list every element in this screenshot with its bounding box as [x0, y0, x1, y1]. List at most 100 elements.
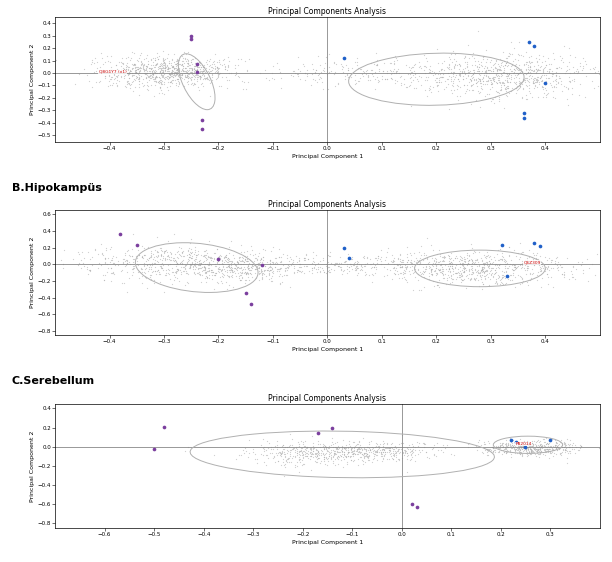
Point — [439, 84, 449, 93]
Point — [346, 451, 356, 460]
Point — [107, 253, 117, 262]
Point — [190, 66, 200, 75]
Point — [446, 76, 456, 85]
Point — [155, 60, 165, 69]
Point — [549, 81, 559, 90]
Point — [499, 78, 509, 87]
Point — [442, 62, 452, 71]
Point — [408, 265, 417, 274]
Point — [185, 251, 195, 260]
Point — [371, 442, 381, 451]
Point — [121, 53, 131, 62]
Point — [159, 56, 168, 65]
Point — [183, 66, 193, 75]
Point — [549, 443, 559, 452]
Point — [298, 59, 308, 68]
Point — [186, 248, 196, 257]
Point — [488, 257, 498, 266]
Point — [510, 79, 520, 88]
Point — [278, 441, 288, 450]
Point — [159, 248, 169, 257]
Point — [295, 75, 305, 84]
Point — [154, 62, 164, 71]
Point — [160, 55, 170, 64]
Point — [520, 75, 529, 84]
Point — [335, 451, 345, 460]
Point — [363, 71, 373, 80]
Point — [419, 248, 429, 257]
Point — [345, 253, 354, 262]
Point — [186, 56, 196, 65]
Point — [407, 446, 417, 455]
Point — [552, 446, 562, 455]
Point — [151, 61, 161, 70]
Point — [517, 259, 527, 268]
Point — [329, 452, 338, 461]
Point — [119, 255, 129, 264]
Point — [344, 439, 354, 448]
Point — [256, 253, 266, 262]
Point — [436, 259, 446, 268]
Point — [286, 260, 296, 269]
Point — [316, 448, 326, 457]
Point — [213, 63, 223, 72]
Point — [298, 439, 308, 448]
Point — [184, 252, 194, 261]
Point — [465, 75, 474, 84]
Point — [517, 66, 527, 75]
Point — [179, 267, 189, 276]
Point — [186, 253, 196, 262]
Point — [535, 74, 545, 83]
Point — [330, 60, 340, 69]
Point — [446, 271, 456, 280]
Point — [288, 256, 298, 265]
Point — [178, 247, 188, 256]
Point — [239, 269, 249, 278]
Point — [360, 457, 370, 466]
Point — [222, 285, 232, 294]
Point — [498, 439, 508, 448]
Point — [389, 263, 399, 272]
Point — [276, 83, 286, 92]
Point — [380, 74, 390, 83]
Point — [125, 54, 135, 63]
Point — [428, 71, 438, 80]
Point — [187, 65, 197, 74]
Point — [535, 265, 545, 274]
Point — [128, 254, 138, 263]
Point — [562, 458, 572, 467]
Point — [319, 443, 329, 452]
Point — [529, 78, 539, 87]
Point — [469, 266, 479, 275]
Point — [525, 70, 535, 79]
Point — [418, 266, 428, 275]
Point — [509, 78, 519, 87]
Point — [262, 265, 272, 274]
Point — [274, 457, 283, 466]
Point — [525, 440, 535, 449]
Point — [398, 454, 408, 463]
Point — [319, 445, 329, 454]
Point — [532, 445, 542, 454]
Point — [192, 252, 201, 261]
Point — [502, 271, 512, 280]
Point — [494, 443, 504, 452]
Point — [146, 64, 155, 72]
Point — [420, 266, 430, 275]
Point — [506, 65, 515, 74]
Point — [172, 58, 182, 67]
Point — [466, 274, 476, 283]
Point — [92, 64, 102, 72]
Point — [156, 69, 166, 78]
Point — [447, 81, 457, 90]
Point — [227, 273, 237, 282]
Point — [165, 274, 175, 283]
Point — [480, 67, 490, 76]
Point — [455, 70, 465, 79]
Point — [294, 263, 304, 272]
Point — [372, 456, 382, 465]
Point — [176, 270, 186, 279]
Point — [397, 262, 406, 271]
Point — [135, 90, 144, 99]
Point — [244, 265, 253, 274]
